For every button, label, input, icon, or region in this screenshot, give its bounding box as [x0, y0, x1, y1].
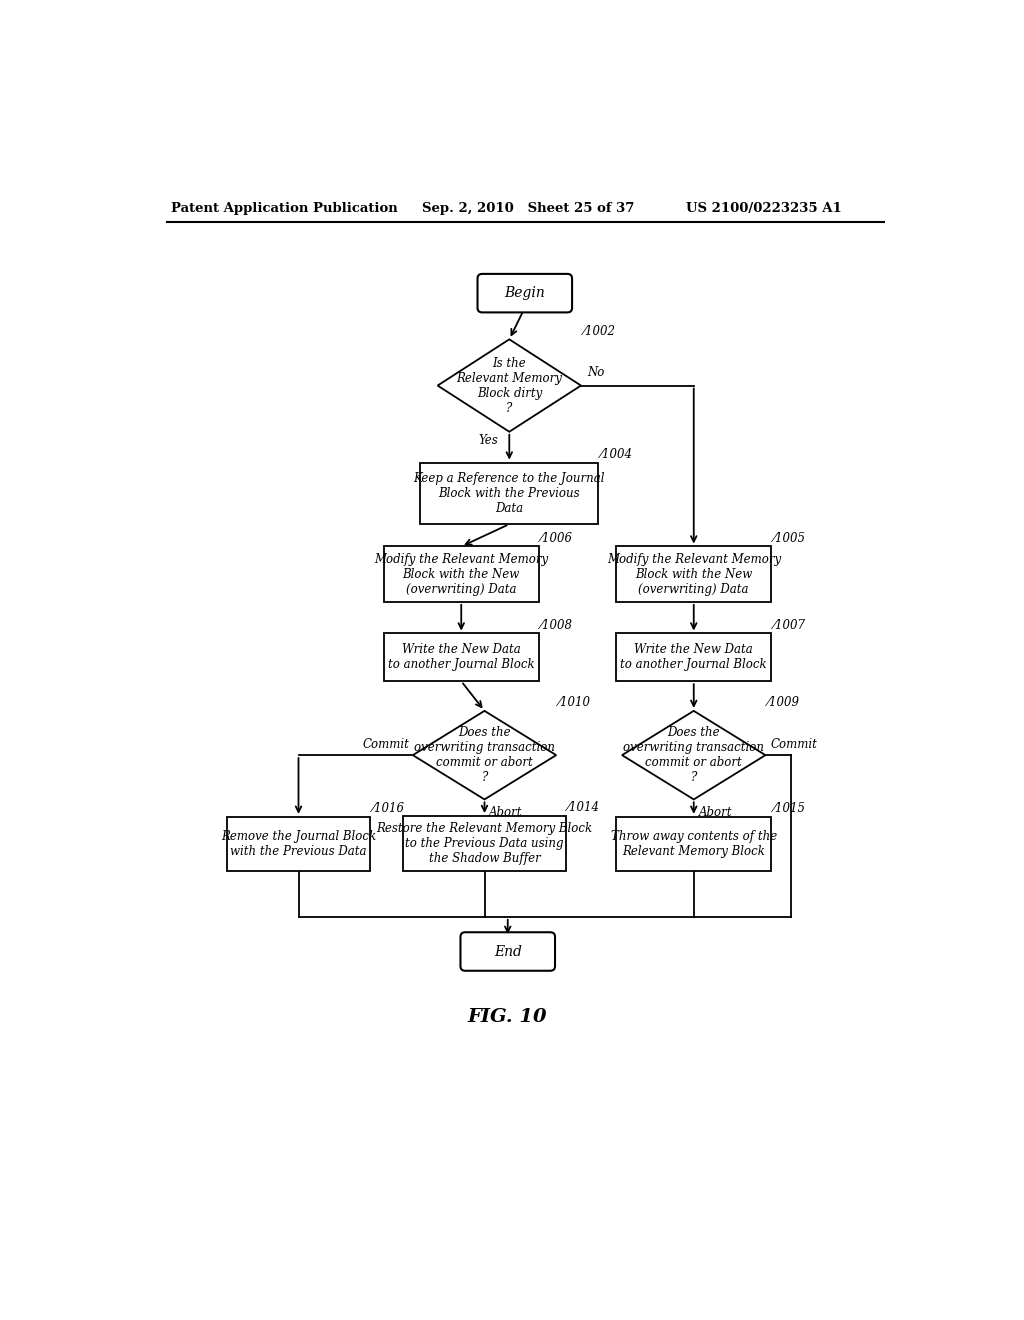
Text: ⁄1002: ⁄1002 [583, 325, 614, 338]
Text: Modify the Relevant Memory
Block with the New
(overwriting) Data: Modify the Relevant Memory Block with th… [374, 553, 548, 595]
Text: ⁄1006: ⁄1006 [541, 532, 572, 545]
Text: Modify the Relevant Memory
Block with the New
(overwriting) Data: Modify the Relevant Memory Block with th… [606, 553, 781, 595]
Text: US 2100/0223235 A1: US 2100/0223235 A1 [686, 202, 842, 215]
Text: ⁄1008: ⁄1008 [541, 619, 572, 632]
Text: ⁄1009: ⁄1009 [767, 697, 799, 709]
Text: FIG. 10: FIG. 10 [468, 1008, 548, 1026]
Text: Is the
Relevant Memory
Block dirty
?: Is the Relevant Memory Block dirty ? [457, 356, 562, 414]
Bar [616, 634, 771, 681]
Text: Yes: Yes [478, 434, 498, 447]
Polygon shape [413, 711, 556, 800]
Bar [384, 634, 539, 681]
Text: Abort: Abort [698, 805, 732, 818]
Text: ⁄1005: ⁄1005 [773, 532, 805, 545]
Bar [226, 817, 371, 871]
Text: Throw away contents of the
Relevant Memory Block: Throw away contents of the Relevant Memo… [610, 830, 777, 858]
Bar [403, 816, 566, 871]
Text: Write the New Data
to another Journal Block: Write the New Data to another Journal Bl… [621, 643, 767, 672]
Text: ⁄1010: ⁄1010 [558, 697, 590, 709]
Text: Restore the Relevant Memory Block
to the Previous Data using
the Shadow Buffer: Restore the Relevant Memory Block to the… [377, 822, 593, 865]
Text: Keep a Reference to the Journal
Block with the Previous
Data: Keep a Reference to the Journal Block wi… [414, 471, 605, 515]
Bar [616, 817, 771, 871]
Text: Abort: Abort [489, 805, 522, 818]
Text: Write the New Data
to another Journal Block: Write the New Data to another Journal Bl… [388, 643, 535, 672]
FancyBboxPatch shape [461, 932, 555, 970]
Text: ⁄1015: ⁄1015 [773, 803, 805, 816]
Bar [384, 546, 539, 602]
Polygon shape [622, 711, 765, 800]
Text: Commit: Commit [362, 738, 410, 751]
Text: Does the
overwriting transaction
commit or abort
?: Does the overwriting transaction commit … [624, 726, 764, 784]
Bar [616, 546, 771, 602]
Text: ⁄1014: ⁄1014 [567, 801, 599, 814]
Text: ⁄1016: ⁄1016 [372, 803, 403, 816]
Text: Sep. 2, 2010   Sheet 25 of 37: Sep. 2, 2010 Sheet 25 of 37 [423, 202, 635, 215]
Text: Patent Application Publication: Patent Application Publication [171, 202, 397, 215]
Text: End: End [494, 945, 521, 958]
Polygon shape [437, 339, 581, 432]
Text: Does the
overwriting transaction
commit or abort
?: Does the overwriting transaction commit … [414, 726, 555, 784]
Text: ⁄1004: ⁄1004 [600, 447, 632, 461]
Text: No: No [587, 367, 604, 379]
Text: Remove the Journal Block
with the Previous Data: Remove the Journal Block with the Previo… [221, 830, 376, 858]
Text: Commit: Commit [770, 738, 817, 751]
Bar [420, 462, 598, 524]
Text: ⁄1007: ⁄1007 [773, 619, 805, 632]
FancyBboxPatch shape [477, 275, 572, 313]
Text: Begin: Begin [505, 286, 545, 300]
